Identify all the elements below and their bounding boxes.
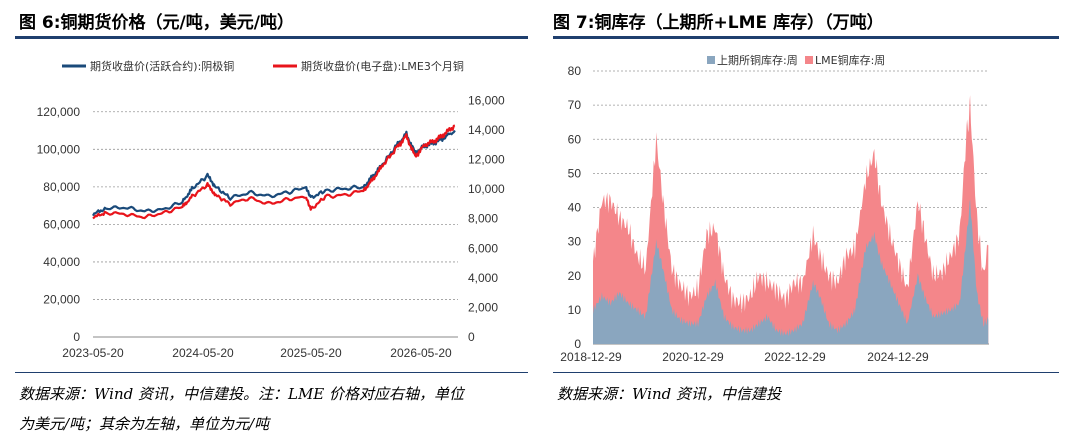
inv-legend-swatch-1 [805, 56, 813, 64]
inv-x-tick-label: 2022-12-29 [764, 350, 826, 364]
right-bottom-rule [553, 372, 1059, 373]
legend-label-0: 期货收盘价(活跃合约):阴极铜 [90, 59, 234, 73]
left-y-tick-label: 60,000 [43, 217, 80, 231]
right-y-tick-label: 8,000 [468, 212, 498, 226]
inv-x-tick-label: 2020-12-29 [662, 350, 724, 364]
x-tick-label: 2024-05-20 [172, 346, 234, 360]
inv-y-tick-label: 50 [568, 166, 582, 180]
right-y-tick-label: 14,000 [468, 123, 505, 137]
inv-legend-label-0: 上期所铜库存:周 [717, 53, 798, 67]
right-y-tick-label: 12,000 [468, 153, 505, 167]
left-y-tick-label: 120,000 [37, 105, 81, 119]
left-source-note: 数据来源：Wind 资讯，中信建投。注：LME 价格对应右轴，单位 为美元/吨；… [19, 379, 524, 439]
series-line-0 [92, 129, 456, 217]
left-y-tick-label: 0 [73, 330, 80, 344]
left-y-tick-label: 40,000 [43, 255, 80, 269]
right-y-tick-label: 6,000 [468, 241, 498, 255]
left-bottom-rule [15, 372, 528, 373]
inv-legend-swatch-0 [707, 56, 715, 64]
inv-y-tick-label: 20 [568, 269, 582, 283]
inv-y-tick-label: 10 [568, 303, 582, 317]
legend-label-1: 期货收盘价(电子盘):LME3个月铜 [301, 59, 464, 73]
right-y-tick-label: 16,000 [468, 93, 505, 107]
inv-y-tick-label: 80 [568, 64, 582, 78]
left-source-line-1: 数据来源：Wind 资讯，中信建投。注：LME 价格对应右轴，单位 [19, 385, 465, 403]
left-chart-title: 图 6:铜期货价格（元/吨，美元/吨） [19, 13, 294, 33]
right-y-tick-label: 10,000 [468, 182, 505, 196]
inv-y-tick-label: 70 [568, 98, 582, 112]
left-source-line-2: 为美元/吨；其余为左轴，单位为元/吨 [19, 415, 270, 433]
x-tick-label: 2023-05-20 [62, 346, 124, 360]
copper-price-chart: 0 20,000 40,000 60,000 80,000 100,000 120,000 0… [37, 59, 505, 360]
inv-x-tick-label: 2018-12-29 [560, 350, 622, 364]
right-source-note: 数据来源：Wind 资讯，中信建投 [557, 385, 781, 403]
x-tick-label: 2026-05-20 [390, 346, 452, 360]
inv-y-tick-label: 30 [568, 235, 582, 249]
shfe-area [593, 199, 989, 344]
inv-y-tick-label: 0 [574, 337, 581, 351]
inv-x-tick-label: 2024-12-29 [867, 350, 929, 364]
left-y-tick-label: 100,000 [37, 142, 81, 156]
left-y-tick-label: 80,000 [43, 180, 80, 194]
right-title-rule [553, 36, 1059, 39]
right-chart-title: 图 7:铜库存（上期所+LME 库存）（万吨） [553, 13, 884, 33]
left-y-tick-label: 20,000 [43, 292, 80, 306]
right-y-tick-label: 0 [468, 330, 475, 344]
copper-inventory-chart: 0 10 20 30 40 50 60 70 80 2018-12-29 2020-12-29 202… [560, 53, 989, 364]
inv-y-tick-label: 60 [568, 132, 582, 146]
inv-legend-label-1: LME铜库存:周 [815, 53, 885, 67]
right-y-tick-label: 4,000 [468, 271, 498, 285]
inv-y-tick-label: 40 [568, 201, 582, 215]
left-title-rule [15, 36, 528, 39]
right-y-tick-label: 2,000 [468, 300, 498, 314]
x-tick-label: 2025-05-20 [280, 346, 342, 360]
series-line-1 [92, 124, 456, 220]
